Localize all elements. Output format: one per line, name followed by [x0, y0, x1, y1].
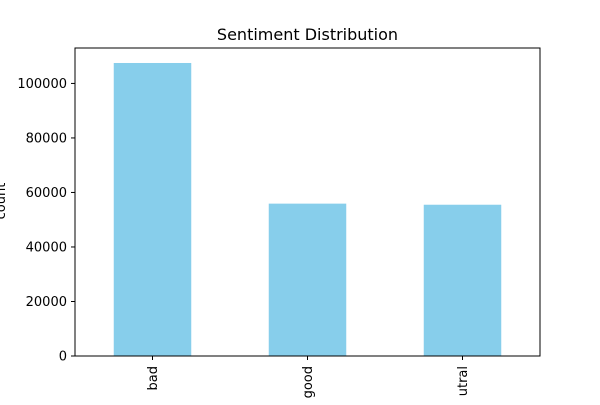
y-tick-label: 60000 [26, 186, 67, 201]
bar-utral [423, 204, 502, 356]
x-tick-label: good [301, 366, 316, 398]
bar-good [268, 203, 347, 356]
y-tick-label: 40000 [26, 240, 67, 255]
bars-group [113, 62, 502, 356]
bar-bad [113, 62, 192, 356]
x-tick-label: bad [146, 366, 161, 390]
y-tick-label: 100000 [17, 77, 67, 92]
chart-title: Sentiment Distribution [217, 25, 398, 44]
x-ticks-group: bad good utral [146, 356, 471, 398]
y-tick-label: 80000 [26, 131, 67, 146]
y-tick-label: 20000 [26, 295, 67, 310]
y-ticks-group: 0 20000 40000 60000 80000 100000 [17, 77, 75, 365]
y-axis-label: count [0, 183, 9, 220]
plot-frame [74, 47, 541, 357]
x-tick-label: utral [456, 366, 471, 396]
y-tick-label: 0 [59, 350, 67, 365]
